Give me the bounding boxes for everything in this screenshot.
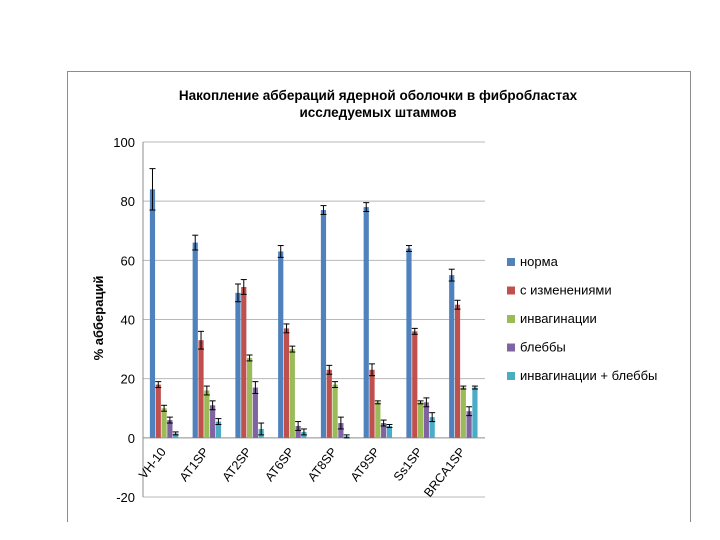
bar-AT2SP-3 [252, 387, 258, 438]
legend-swatch-0 [507, 258, 515, 266]
x-tick-label-VH-10: VH-10 [136, 445, 169, 482]
bar-AT6SP-3 [295, 426, 301, 438]
bar-AT9SP-3 [381, 423, 387, 438]
bar-BRCA1SP-1 [454, 304, 461, 438]
bar-AT6SP-0 [278, 251, 284, 438]
y-tick-label: 40 [121, 313, 135, 328]
bar-AT2SP-1 [241, 286, 247, 438]
bar-AT9SP-0 [363, 207, 369, 438]
y-axis-title: % аббераций [91, 276, 106, 361]
bar-AT8SP-0 [320, 210, 327, 438]
bar-BRCA1SP-2 [460, 387, 466, 438]
bar-AT8SP-1 [326, 369, 332, 438]
legend-label-0: норма [520, 254, 559, 269]
bar-AT8SP-3 [338, 423, 344, 438]
legend-label-3: блеббы [520, 340, 566, 355]
bar-VH-10-0 [149, 189, 156, 438]
y-tick-label: 0 [128, 431, 135, 446]
legend-swatch-4 [507, 372, 515, 380]
bar-AT1SP-3 [210, 405, 216, 438]
x-tick-label-Ss1SP: Ss1SP [391, 445, 426, 484]
legend-swatch-1 [507, 286, 515, 295]
bar-AT2SP-0 [235, 292, 241, 438]
legend-label-4: инвагинации + блеббы [520, 368, 657, 383]
bar-Ss1SP-2 [417, 402, 424, 438]
bar-VH-10-2 [161, 408, 167, 438]
bar-AT2SP-2 [246, 357, 253, 438]
bar-AT1SP-0 [192, 242, 198, 438]
legend-label-2: инвагинации [520, 311, 597, 326]
bar-AT9SP-1 [369, 369, 375, 438]
bar-VH-10-1 [155, 384, 161, 438]
x-tick-label-BRCA1SP: BRCA1SP [421, 445, 468, 500]
chart-title-line-1: Накопление аббераций ядерной оболочки в … [179, 88, 578, 103]
chart-frame [67, 71, 691, 522]
bar-AT6SP-2 [289, 349, 295, 438]
y-tick-label: 20 [121, 372, 135, 387]
bar-AT8SP-2 [332, 384, 338, 438]
bar-Ss1SP-3 [423, 402, 429, 438]
y-tick-label: 100 [113, 135, 135, 150]
bar-AT9SP-2 [375, 402, 381, 438]
x-tick-label-AT6SP: AT6SP [262, 445, 297, 484]
bar-AT6SP-1 [283, 328, 290, 438]
bar-AT9SP-4 [386, 426, 393, 438]
bar-BRCA1SP-0 [449, 275, 455, 438]
x-tick-label-AT1SP: AT1SP [177, 445, 212, 484]
bar-AT1SP-2 [204, 390, 210, 438]
legend-swatch-3 [507, 343, 515, 352]
bar-AT1SP-1 [198, 340, 204, 438]
bar-Ss1SP-1 [412, 331, 418, 438]
bar-BRCA1SP-3 [466, 411, 472, 438]
bar-Ss1SP-4 [429, 417, 435, 438]
chart-title-line-2: исследуемых штаммов [299, 105, 456, 120]
x-tick-label-AT8SP: AT8SP [305, 445, 340, 484]
bar-Ss1SP-0 [406, 248, 412, 438]
bar-AT1SP-4 [215, 421, 222, 438]
bar-BRCA1SP-4 [472, 387, 478, 438]
y-tick-label: 60 [121, 253, 135, 268]
legend-label-1: с изменениями [520, 283, 612, 298]
bar-VH-10-4 [173, 433, 179, 438]
x-tick-label-AT2SP: AT2SP [220, 445, 255, 484]
y-tick-label: 80 [121, 194, 135, 209]
bar-VH-10-3 [167, 420, 173, 438]
y-tick-label: -20 [116, 490, 135, 505]
legend-swatch-2 [507, 315, 515, 323]
x-tick-label-AT9SP: AT9SP [348, 445, 383, 484]
